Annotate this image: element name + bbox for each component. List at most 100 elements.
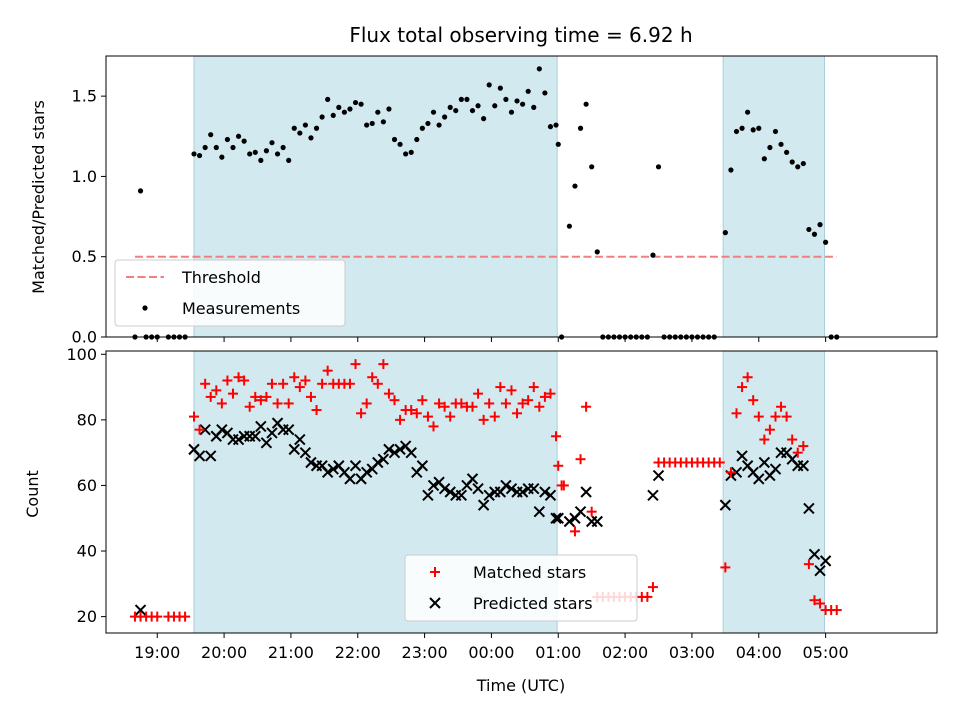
top-shaded-window xyxy=(722,55,825,338)
matched-stars-point xyxy=(467,401,478,412)
measurement-point xyxy=(380,119,386,125)
matched-stars-point xyxy=(389,395,400,406)
measurement-point xyxy=(414,136,420,143)
predicted-stars-point-b xyxy=(769,463,782,475)
predicted-stars-point xyxy=(377,453,390,465)
matched-stars-point xyxy=(180,611,191,622)
bottom-subplot: 20 40 60 80 100 19:00 20:00 21:00 22:00 23:00 00:0… xyxy=(66,345,938,662)
measurement-point xyxy=(745,109,751,115)
measurement-point xyxy=(352,99,359,106)
legend-measurements-label: Measurements xyxy=(182,299,300,318)
matched-stars-point xyxy=(311,405,322,416)
predicted-stars-point-b xyxy=(455,489,468,501)
matched-stars-point xyxy=(473,388,484,399)
measurement-point xyxy=(559,334,565,340)
matched-stars-point xyxy=(781,411,792,422)
matched-stars-point xyxy=(250,391,261,402)
measurement-point xyxy=(667,334,673,340)
measurement-point xyxy=(823,239,829,245)
predicted-stars-point xyxy=(205,450,217,462)
x-tick-label: 05:00 xyxy=(803,643,849,662)
predicted-stars-point xyxy=(552,512,564,524)
predicted-stars-point-b xyxy=(516,486,529,498)
matched-stars-point xyxy=(484,398,495,409)
predicted-stars-point xyxy=(753,473,765,485)
measurement-point xyxy=(817,222,823,228)
matched-stars-point xyxy=(528,382,539,393)
measurement-point xyxy=(733,128,740,135)
matched-stars-point xyxy=(798,441,809,452)
matched-stars-point xyxy=(575,454,586,465)
predicted-stars-point-b xyxy=(271,417,284,429)
x-tick-label: 01:00 xyxy=(535,643,581,662)
x-tick-label: 03:00 xyxy=(669,643,715,662)
predicted-stars-point-b xyxy=(533,505,546,518)
measurement-point xyxy=(291,125,297,131)
predicted-stars-point xyxy=(730,466,743,479)
measurement-point xyxy=(525,88,531,94)
predicted-stars-point xyxy=(305,456,317,469)
matched-stars-point xyxy=(512,408,523,419)
matched-stars-point xyxy=(278,378,289,389)
measurement-point xyxy=(286,157,292,163)
predicted-stars-point xyxy=(288,443,300,456)
measurement-point xyxy=(308,135,314,141)
measurement-point xyxy=(171,334,177,340)
predicted-stars-point xyxy=(585,515,598,528)
measurement-point xyxy=(464,96,470,102)
measurement-point xyxy=(514,98,520,104)
measurement-point xyxy=(722,230,728,236)
predicted-stars-point-b xyxy=(134,604,147,616)
predicted-stars-point xyxy=(591,515,603,528)
predicted-stars-point-b xyxy=(563,515,576,528)
predicted-stars-point xyxy=(719,499,732,511)
measurement-point xyxy=(761,156,767,162)
measurement-point xyxy=(778,141,784,147)
matched-stars-point xyxy=(534,401,545,412)
matched-stars-point xyxy=(305,391,316,402)
top-legend-box xyxy=(114,259,346,327)
matched-stars-point xyxy=(417,395,428,406)
predicted-stars-point xyxy=(299,446,312,459)
top-subplot: 0.0 0.5 1.0 1.5 Threshold Measurements xyxy=(72,55,938,347)
measurement-point xyxy=(182,334,188,340)
matched-stars-point xyxy=(478,414,489,425)
measurement-point xyxy=(375,109,381,115)
measurement-point xyxy=(767,144,773,151)
top-y-tick-label: 0.0 xyxy=(72,328,97,347)
predicted-stars-point-b xyxy=(550,512,562,524)
predicted-stars-point xyxy=(819,555,832,567)
bottom-y-axis-label: Count xyxy=(23,470,42,518)
top-frame xyxy=(105,55,938,338)
predicted-stars-point xyxy=(372,456,384,469)
predicted-stars-point xyxy=(472,483,484,495)
predicted-stars-point-b xyxy=(333,460,345,472)
measurement-point xyxy=(453,107,459,114)
predicted-stars-point-b xyxy=(377,453,390,465)
legend-matched-swatch xyxy=(430,567,440,577)
measurement-point xyxy=(347,106,353,112)
measurement-point xyxy=(403,151,409,157)
measurement-point xyxy=(728,167,734,173)
measurement-point xyxy=(683,334,689,340)
predicted-stars-point xyxy=(516,486,529,498)
predicted-stars-point xyxy=(255,420,267,433)
measurement-point xyxy=(341,109,347,115)
predicted-stars-point xyxy=(539,486,551,498)
predicted-stars-point-b xyxy=(299,446,312,459)
measurement-point xyxy=(330,112,336,119)
predicted-stars-point-b xyxy=(797,460,810,472)
matched-stars-point xyxy=(539,391,550,402)
measurement-point xyxy=(795,164,801,170)
bottom-legend: Matched stars Predicted stars xyxy=(404,554,638,622)
matched-stars-point xyxy=(317,378,328,389)
predicted-stars-point xyxy=(232,433,245,446)
measurement-point xyxy=(531,104,537,110)
matched-stars-point xyxy=(445,411,456,422)
predicted-stars-point-b xyxy=(477,499,490,511)
measurement-point xyxy=(458,96,464,102)
predicted-stars-point-b xyxy=(803,502,815,515)
matched-stars-point xyxy=(422,411,433,422)
measurement-point xyxy=(644,334,650,340)
top-y-tick-label: 1.5 xyxy=(72,87,97,106)
